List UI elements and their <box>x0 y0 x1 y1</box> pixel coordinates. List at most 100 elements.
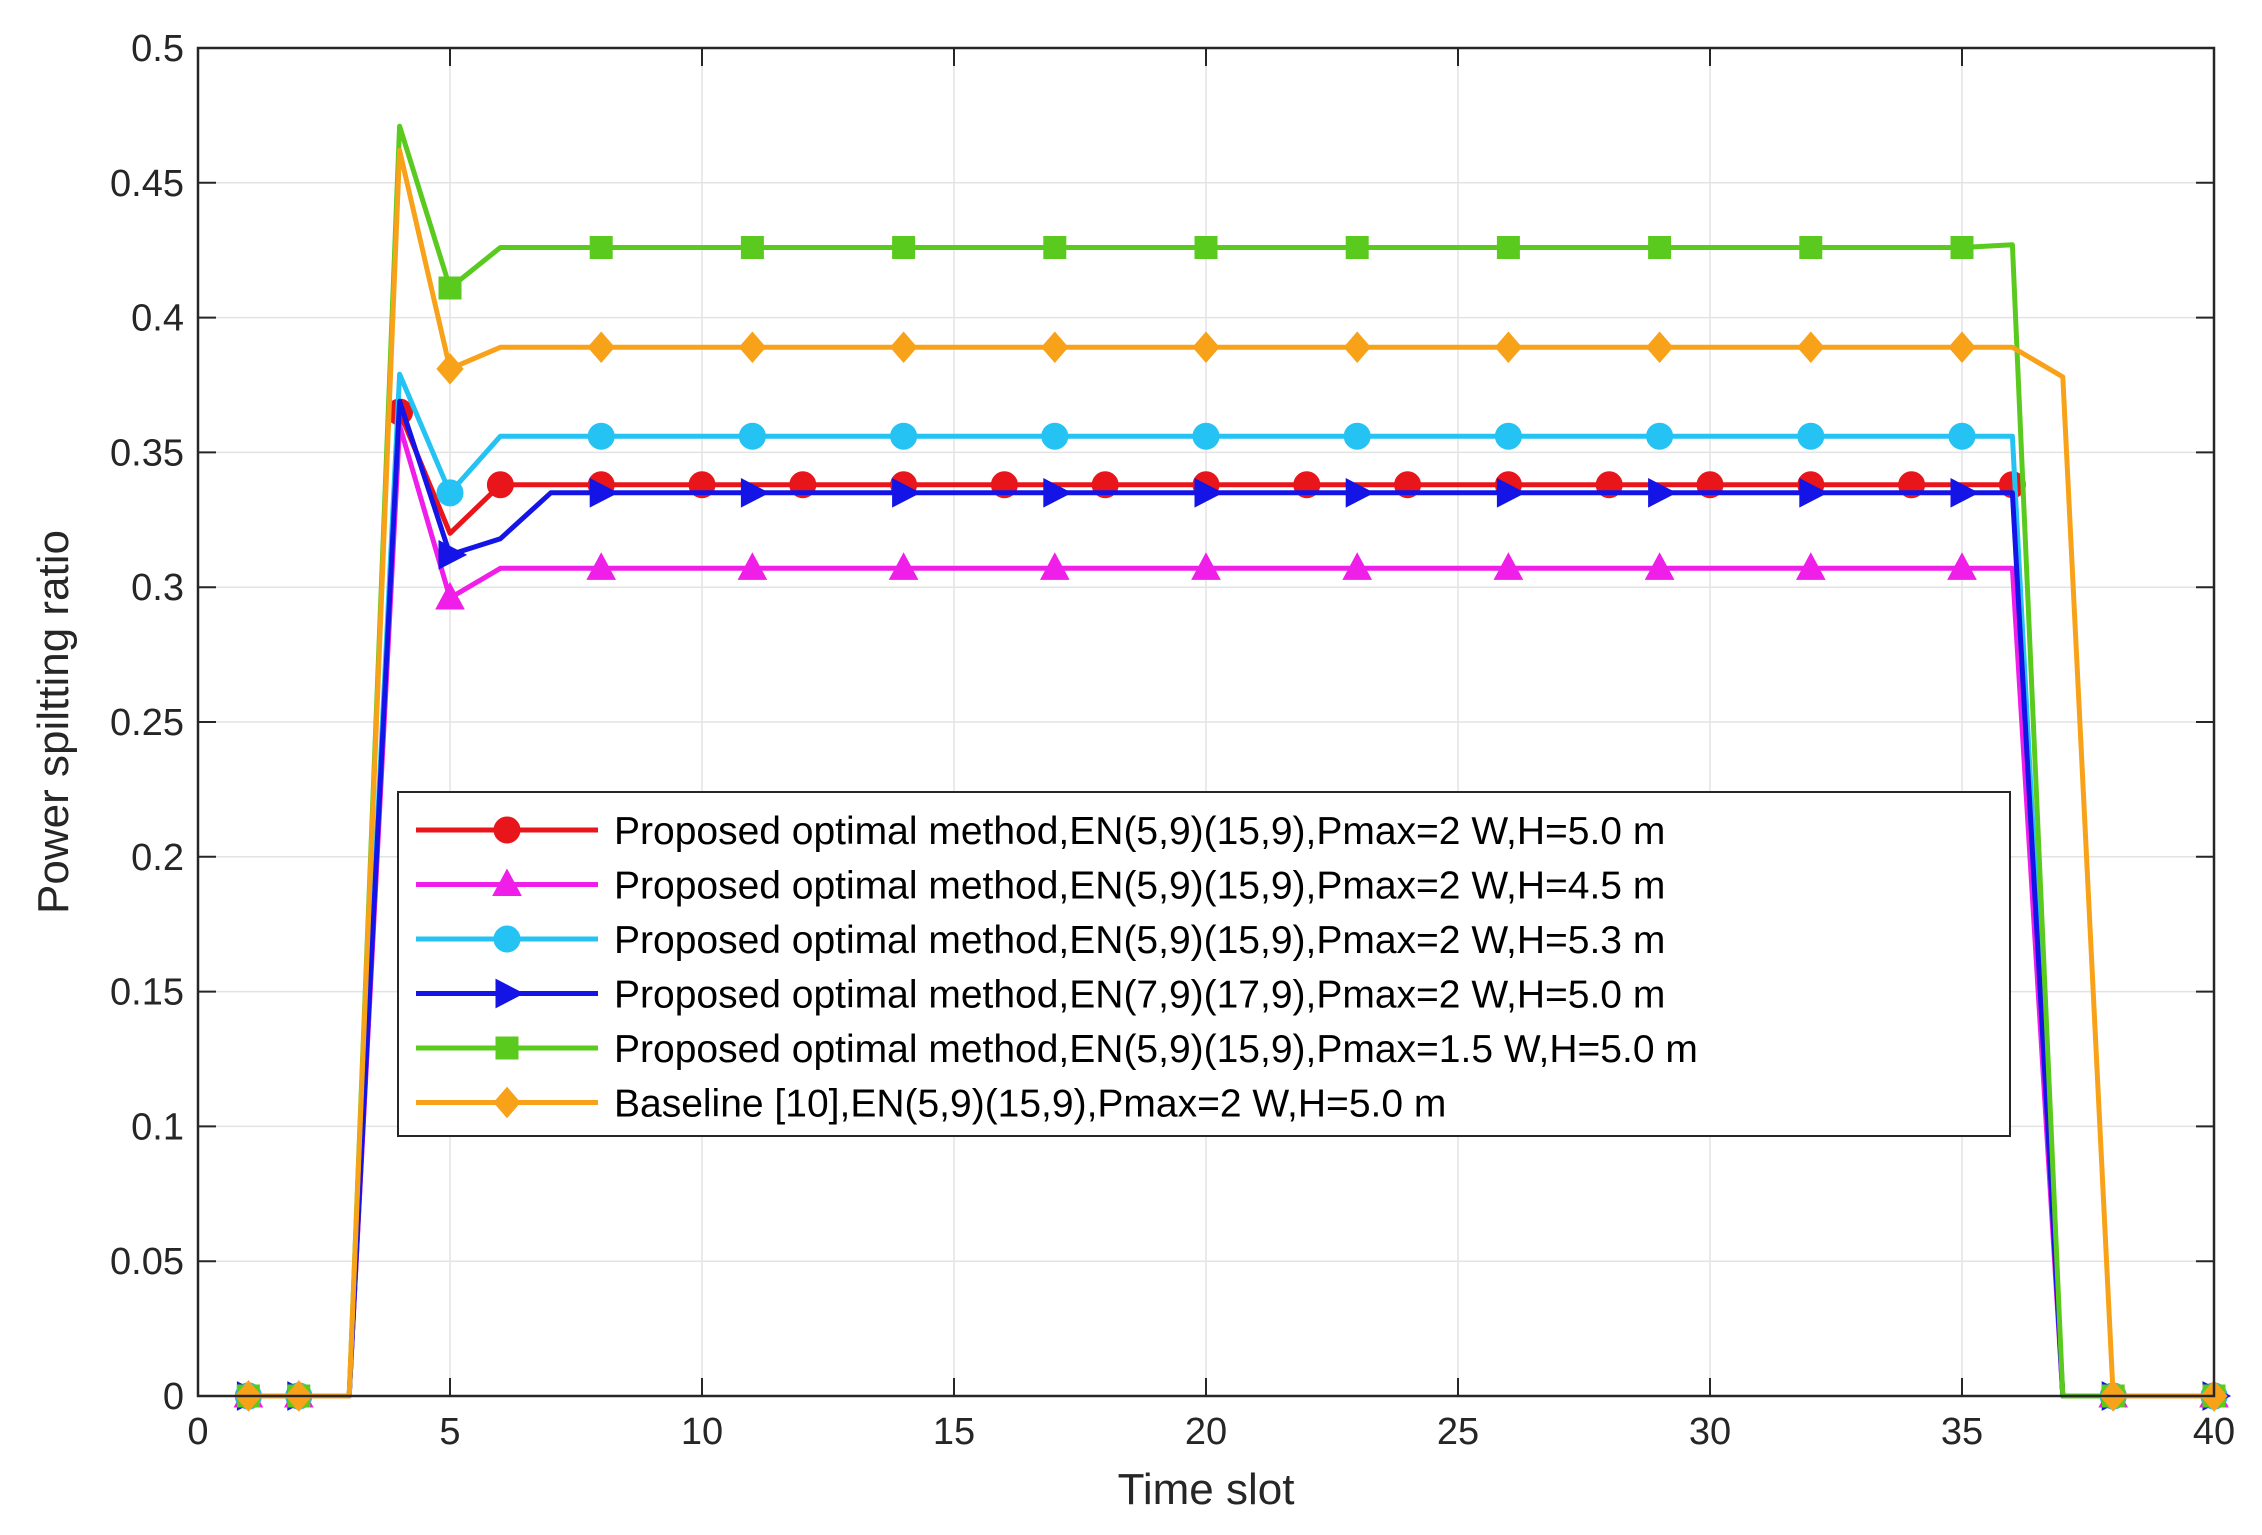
data-point <box>1950 478 1980 508</box>
data-point <box>737 552 768 580</box>
data-point <box>1799 236 1823 260</box>
data-point <box>1342 552 1373 580</box>
series-5 <box>236 123 2226 1408</box>
x-tick-label: 10 <box>681 1411 723 1453</box>
data-point <box>1799 478 1828 508</box>
series-line <box>248 371 2214 1399</box>
x-tick-label: 15 <box>933 1411 975 1453</box>
data-point <box>1644 552 1675 580</box>
x-axis-label: Time slot <box>1118 1465 1295 1514</box>
legend-item: Baseline [10],EN(5,9)(15,9),Pmax=2 W,H=5… <box>416 1083 1446 1126</box>
data-point <box>586 552 617 580</box>
x-tick-label: 5 <box>439 1411 460 1453</box>
legend-marker <box>493 925 521 953</box>
y-tick-label: 0.05 <box>110 1241 184 1283</box>
legend-item: Proposed optimal method,EN(5,9)(15,9),Pm… <box>416 865 1665 908</box>
data-point <box>438 540 468 570</box>
y-tick-label: 0.1 <box>131 1106 184 1148</box>
data-point <box>1948 422 1976 450</box>
data-point <box>438 276 462 300</box>
data-point <box>589 478 619 508</box>
legend-marker <box>493 1086 521 1119</box>
legend-marker <box>495 978 525 1009</box>
data-point <box>1343 422 1371 450</box>
data-point <box>1345 478 1375 508</box>
x-tick-label: 0 <box>187 1411 208 1453</box>
data-point <box>1494 422 1522 450</box>
data-point <box>486 471 514 499</box>
data-point <box>1039 552 1070 580</box>
data-point <box>1648 236 1672 260</box>
data-point <box>1645 331 1674 364</box>
data-point <box>1194 236 1218 260</box>
y-tick-label: 0.25 <box>110 702 184 744</box>
x-tick-label: 25 <box>1437 1411 1479 1453</box>
legend-item: Proposed optimal method,EN(5,9)(15,9),Pm… <box>416 810 1665 853</box>
data-point <box>740 236 764 260</box>
y-tick-label: 0.5 <box>131 28 184 70</box>
legend-label: Baseline [10],EN(5,9)(15,9),Pmax=2 W,H=5… <box>614 1083 1446 1126</box>
legend-marker <box>495 1036 519 1060</box>
data-point <box>1192 331 1220 364</box>
series-line <box>248 123 2214 1399</box>
data-point <box>890 422 918 450</box>
legend-item: Proposed optimal method,EN(5,9)(15,9),Pm… <box>416 919 1665 962</box>
legend-label: Proposed optimal method,EN(5,9)(15,9),Pm… <box>614 810 1665 853</box>
legend-marker <box>492 868 522 896</box>
data-point <box>1947 552 1977 580</box>
data-point <box>436 479 464 507</box>
data-point <box>589 236 613 260</box>
y-tick-label: 0.15 <box>110 972 184 1014</box>
legend-marker <box>493 816 521 844</box>
data-point <box>436 353 464 385</box>
data-point <box>1343 331 1371 364</box>
data-point <box>1648 478 1677 508</box>
y-tick-label: 0.3 <box>131 567 184 609</box>
data-point <box>1795 552 1826 580</box>
data-point <box>1496 236 1520 260</box>
data-point <box>1041 331 1069 364</box>
data-point <box>1043 478 1072 508</box>
series-6 <box>234 147 2228 1412</box>
series-line <box>248 422 2214 1399</box>
data-point <box>1950 236 1974 260</box>
data-point <box>1043 236 1067 260</box>
legend-label: Proposed optimal method,EN(5,9)(15,9),Pm… <box>614 919 1665 962</box>
legend-item: Proposed optimal method,EN(7,9)(17,9),Pm… <box>416 974 1665 1017</box>
x-tick-label: 35 <box>1941 1411 1983 1453</box>
data-point <box>1646 422 1674 450</box>
data-point <box>889 331 918 364</box>
data-point <box>1493 552 1524 580</box>
data-point <box>1194 478 1224 508</box>
series-line <box>248 398 2214 1399</box>
y-tick-label: 0.35 <box>110 432 184 474</box>
x-tick-label: 30 <box>1689 1411 1731 1453</box>
legend-label: Proposed optimal method,EN(7,9)(17,9),Pm… <box>614 974 1665 1017</box>
y-tick-label: 0 <box>163 1376 184 1418</box>
data-point <box>1797 422 1825 450</box>
data-point <box>892 478 921 508</box>
data-point <box>740 478 770 508</box>
data-point <box>1191 552 1221 580</box>
legend-item: Proposed optimal method,EN(5,9)(15,9),Pm… <box>416 1028 1698 1071</box>
data-point <box>738 422 766 450</box>
data-point <box>738 331 767 364</box>
data-point <box>1948 331 1976 364</box>
y-tick-label: 0.4 <box>131 298 184 340</box>
data-point <box>1192 422 1220 450</box>
x-tick-label: 40 <box>2193 1411 2235 1453</box>
y-tick-label: 0.2 <box>131 837 184 879</box>
ticks: 0 5 10 15 20 25 30 35 40 0 0.05 0.1 0.15 0.2 0.25 0.3 0.… <box>110 28 2235 1453</box>
series-line <box>248 147 2214 1399</box>
series-line <box>248 409 2214 1399</box>
data-point <box>587 422 615 450</box>
y-axis-label: Power spiltting ratio <box>29 530 78 914</box>
data-point <box>1494 331 1523 364</box>
y-tick-label: 0.45 <box>110 163 184 205</box>
data-point <box>1041 422 1069 450</box>
data-point <box>1496 478 1526 508</box>
legend-label: Proposed optimal method,EN(5,9)(15,9),Pm… <box>614 865 1665 908</box>
legend: Proposed optimal method,EN(5,9)(15,9),Pm… <box>397 791 2011 1137</box>
